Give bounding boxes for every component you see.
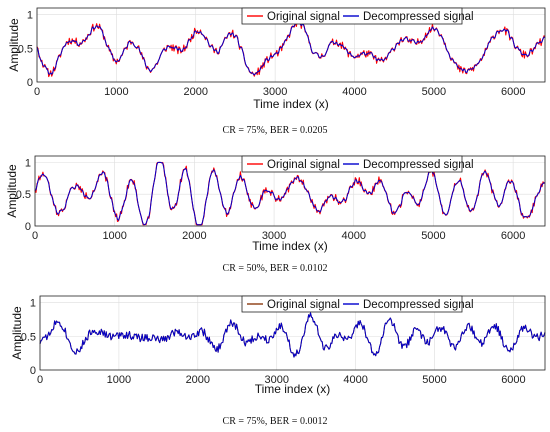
y-axis-label: Amplitude (7, 18, 21, 72)
legend-label-1: Original signal (267, 159, 340, 171)
y-tick-label: 0.5 (21, 331, 36, 343)
legend-label-2: Decompressed signal (363, 299, 474, 311)
chart-caption: CR = 75%, BER = 0.0205 (223, 125, 328, 136)
x-tick-label: 0 (32, 230, 38, 242)
series-line-2 (34, 161, 546, 226)
x-axis-label: Time index (x) (255, 382, 331, 396)
y-tick-label: 1 (30, 298, 36, 310)
x-tick-label: 4000 (342, 86, 366, 98)
x-tick-label: 4000 (342, 230, 366, 242)
chart-panel-1: 0 1000 2000 3000 4000 5000 6000 0 0.5 1 Time index… (7, 7, 546, 136)
chart-panel-2: 0 1000 2000 3000 4000 5000 6000 0 0.5 1 Time index… (5, 155, 546, 274)
y-tick-label: 0.5 (16, 189, 31, 201)
x-tick-label: 2000 (184, 86, 208, 98)
legend-label-1: Original signal (267, 299, 340, 311)
x-tick-label: 2000 (182, 230, 206, 242)
x-tick-label: 1000 (102, 230, 126, 242)
x-tick-label: 3000 (263, 86, 287, 98)
chart-caption: CR = 75%, BER = 0.0012 (223, 416, 328, 427)
x-tick-label: 5000 (422, 86, 446, 98)
y-tick-label: 0 (25, 221, 31, 233)
x-tick-label: 6000 (501, 230, 525, 242)
series-line-2 (39, 312, 546, 358)
x-tick-label: 5000 (422, 374, 446, 386)
x-tick-label: 3000 (264, 374, 288, 386)
y-tick-label: 0.5 (18, 43, 33, 55)
x-tick-label: 1000 (107, 374, 131, 386)
legend-label-1: Original signal (267, 11, 340, 23)
x-tick-label: 6000 (501, 374, 525, 386)
chart-panel-3: 0 1000 2000 3000 4000 5000 6000 0 0.5 1 Time index… (10, 295, 546, 427)
legend-label-2: Decompressed signal (363, 159, 474, 171)
x-tick-label: 0 (37, 374, 43, 386)
x-tick-label: 2000 (186, 374, 210, 386)
x-tick-label: 1000 (104, 86, 128, 98)
x-tick-label: 3000 (262, 230, 286, 242)
legend-label-2: Decompressed signal (363, 11, 474, 23)
x-tick-label: 5000 (421, 230, 445, 242)
y-tick-label: 0 (30, 365, 36, 377)
y-tick-label: 1 (25, 157, 31, 169)
series-line-2 (36, 20, 546, 76)
y-axis-label: Amplitude (10, 306, 24, 360)
x-axis-label: Time index (x) (253, 97, 329, 111)
x-tick-label: 0 (34, 86, 40, 98)
x-axis-label: Time index (x) (252, 239, 328, 253)
y-axis-label: Amplitude (5, 164, 19, 218)
x-tick-label: 6000 (501, 86, 525, 98)
x-tick-label: 4000 (343, 374, 367, 386)
y-tick-label: 0 (27, 77, 33, 89)
y-tick-label: 1 (27, 10, 33, 22)
chart-caption: CR = 50%, BER = 0.0102 (223, 263, 328, 274)
